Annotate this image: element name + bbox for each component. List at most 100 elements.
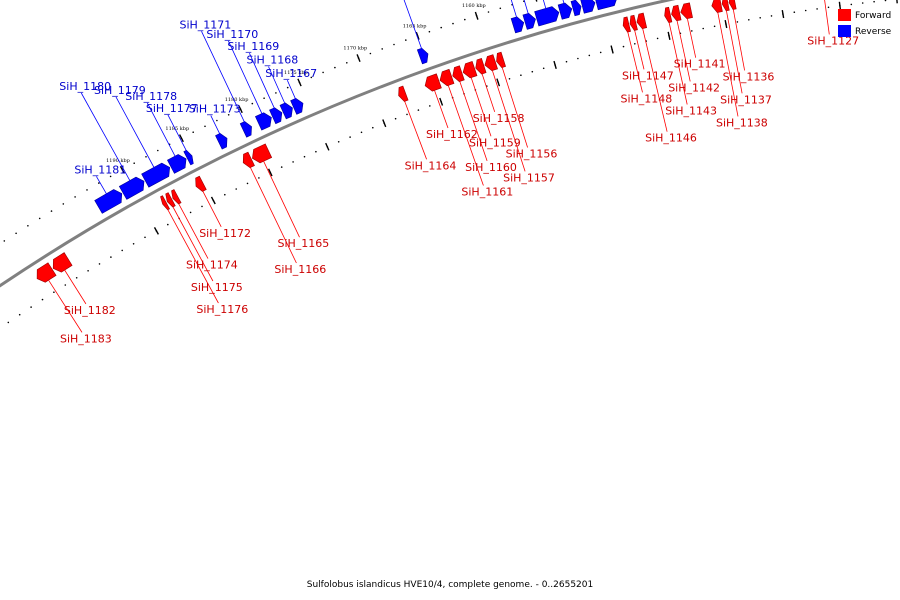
reverse-gene-arrow[interactable]: [557, 2, 573, 20]
label-leader-line: [80, 92, 138, 194]
forward-gene-arrow[interactable]: [52, 252, 73, 273]
inner-dot: [691, 30, 693, 32]
reverse-gene-label[interactable]: SiH_1168: [247, 54, 299, 67]
outer-dot: [405, 39, 407, 41]
forward-gene-label[interactable]: SiH_1136: [723, 70, 775, 83]
forward-gene-label[interactable]: SiH_1147: [622, 69, 674, 82]
outer-dot: [381, 48, 384, 50]
forward-gene-label[interactable]: SiH_1127: [807, 34, 859, 47]
forward-gene-arrow[interactable]: [462, 61, 478, 79]
forward-gene-label[interactable]: SiH_1157: [503, 171, 555, 184]
forward-gene-label[interactable]: SiH_1175: [191, 281, 243, 294]
forward-gene-label[interactable]: SiH_1166: [274, 263, 326, 276]
forward-gene-arrow[interactable]: [475, 58, 487, 75]
forward-gene-label[interactable]: SiH_1159: [469, 136, 521, 149]
reverse-gene-arrow[interactable]: [534, 6, 560, 27]
reverse-gene-arrow[interactable]: [580, 0, 596, 14]
legend-forward-label: Forward: [855, 11, 891, 21]
label-leader-line: [447, 85, 484, 186]
outer-dot: [50, 210, 53, 212]
reverse-gene-arrow[interactable]: [118, 176, 145, 200]
reverse-gene-arrow[interactable]: [166, 154, 187, 174]
reverse-gene-label[interactable]: SiH_1180: [59, 80, 111, 93]
reverse-gene-label[interactable]: SiH_1173: [189, 103, 241, 116]
reverse-gene-arrow[interactable]: [522, 12, 536, 30]
forward-gene-label[interactable]: SiH_1146: [645, 132, 697, 145]
forward-gene-label[interactable]: SiH_1148: [621, 92, 673, 105]
forward-gene-arrow[interactable]: [629, 14, 638, 31]
reverse-gene-arrow[interactable]: [183, 149, 194, 166]
reverse-gene-arrow[interactable]: [279, 102, 293, 120]
forward-gene-arrow[interactable]: [398, 85, 409, 102]
reverse-gene-label[interactable]: SiH_1170: [206, 28, 258, 41]
legend-reverse-swatch: [838, 25, 851, 37]
forward-gene-arrow[interactable]: [711, 0, 723, 13]
kbp-tick-label: 1175 kbp: [284, 70, 308, 76]
forward-gene-label[interactable]: SiH_1172: [199, 227, 251, 240]
forward-gene-arrow[interactable]: [484, 54, 498, 72]
forward-gene-label[interactable]: SiH_1137: [720, 93, 772, 106]
reverse-gene-arrow[interactable]: [290, 97, 304, 115]
reverse-gene-label[interactable]: SiH_1171: [180, 18, 232, 31]
forward-gene-label[interactable]: SiH_1156: [506, 148, 558, 161]
forward-gene-arrow[interactable]: [160, 195, 171, 211]
reverse-gene-label[interactable]: SiH_1169: [227, 40, 279, 53]
forward-gene-label[interactable]: SiH_1176: [196, 303, 248, 316]
reverse-gene-label[interactable]: SiH_1178: [125, 90, 177, 103]
reverse-gene-arrow[interactable]: [269, 107, 283, 125]
forward-gene-label[interactable]: SiH_1182: [64, 304, 116, 317]
forward-gene-label[interactable]: SiH_1138: [716, 116, 768, 129]
forward-gene-label[interactable]: SiH_1161: [461, 186, 513, 199]
forward-gene-arrow[interactable]: [439, 68, 455, 87]
kbp-tick-label: 1185 kbp: [165, 126, 189, 132]
forward-gene-label[interactable]: SiH_1158: [473, 112, 525, 125]
forward-gene-arrow[interactable]: [242, 151, 255, 169]
forward-gene-arrow[interactable]: [165, 192, 176, 208]
reverse-gene-arrow[interactable]: [141, 162, 171, 188]
reverse-gene-arrow[interactable]: [510, 16, 525, 34]
reverse-gene-arrow[interactable]: [594, 0, 617, 11]
forward-gene-arrow[interactable]: [664, 6, 673, 23]
kbp-tick-label: 1190 kbp: [106, 158, 130, 164]
forward-gene-arrow[interactable]: [452, 65, 465, 82]
forward-gene-label[interactable]: SiH_1142: [668, 81, 720, 94]
forward-gene-label[interactable]: SiH_1165: [278, 237, 330, 250]
outer-dot: [428, 30, 431, 33]
reverse-gene-label[interactable]: SiH_1167: [265, 67, 317, 80]
outer-dot: [86, 189, 88, 191]
reverse-gene-arrow[interactable]: [255, 112, 272, 131]
reverse-gene-label[interactable]: SiH_1181: [74, 163, 126, 176]
kbp-tick-mark-inner: [153, 227, 160, 235]
forward-gene-arrow[interactable]: [424, 73, 442, 92]
forward-gene-arrow[interactable]: [680, 2, 693, 20]
forward-gene-arrow[interactable]: [721, 0, 730, 12]
forward-gene-label[interactable]: SiH_1164: [405, 159, 457, 172]
inner-dot: [577, 57, 579, 60]
reverse-gene-label[interactable]: SiH_1179: [94, 84, 146, 97]
forward-gene-label[interactable]: SiH_1160: [465, 161, 517, 174]
reverse-gene-arrow[interactable]: [94, 189, 123, 214]
forward-gene-arrow[interactable]: [171, 189, 182, 205]
forward-gene-label[interactable]: SiH_1143: [665, 105, 717, 118]
forward-gene-arrow[interactable]: [622, 16, 631, 33]
reverse-gene-arrow[interactable]: [215, 133, 228, 150]
forward-gene-arrow[interactable]: [728, 0, 737, 10]
forward-gene-arrow[interactable]: [195, 175, 207, 192]
kbp-tick-mark: [356, 54, 361, 63]
forward-gene-arrow[interactable]: [671, 4, 682, 22]
reverse-gene-arrow[interactable]: [239, 121, 252, 138]
forward-gene-label[interactable]: SiH_1162: [426, 128, 478, 141]
forward-gene-label[interactable]: SiH_1141: [674, 58, 726, 71]
forward-gene-label[interactable]: SiH_1183: [60, 332, 112, 345]
forward-gene-label[interactable]: SiH_1174: [186, 259, 238, 272]
forward-gene-arrow[interactable]: [496, 51, 506, 68]
outer-dot: [192, 131, 194, 133]
forward-gene-arrow[interactable]: [36, 262, 57, 283]
outer-dot: [263, 97, 265, 99]
reverse-gene-label[interactable]: SiH_1177: [146, 102, 198, 115]
inner-dot: [520, 74, 522, 76]
forward-gene-arrow[interactable]: [252, 143, 273, 164]
kbp-tick-mark-inner: [553, 60, 557, 69]
forward-gene-arrow[interactable]: [636, 12, 648, 30]
